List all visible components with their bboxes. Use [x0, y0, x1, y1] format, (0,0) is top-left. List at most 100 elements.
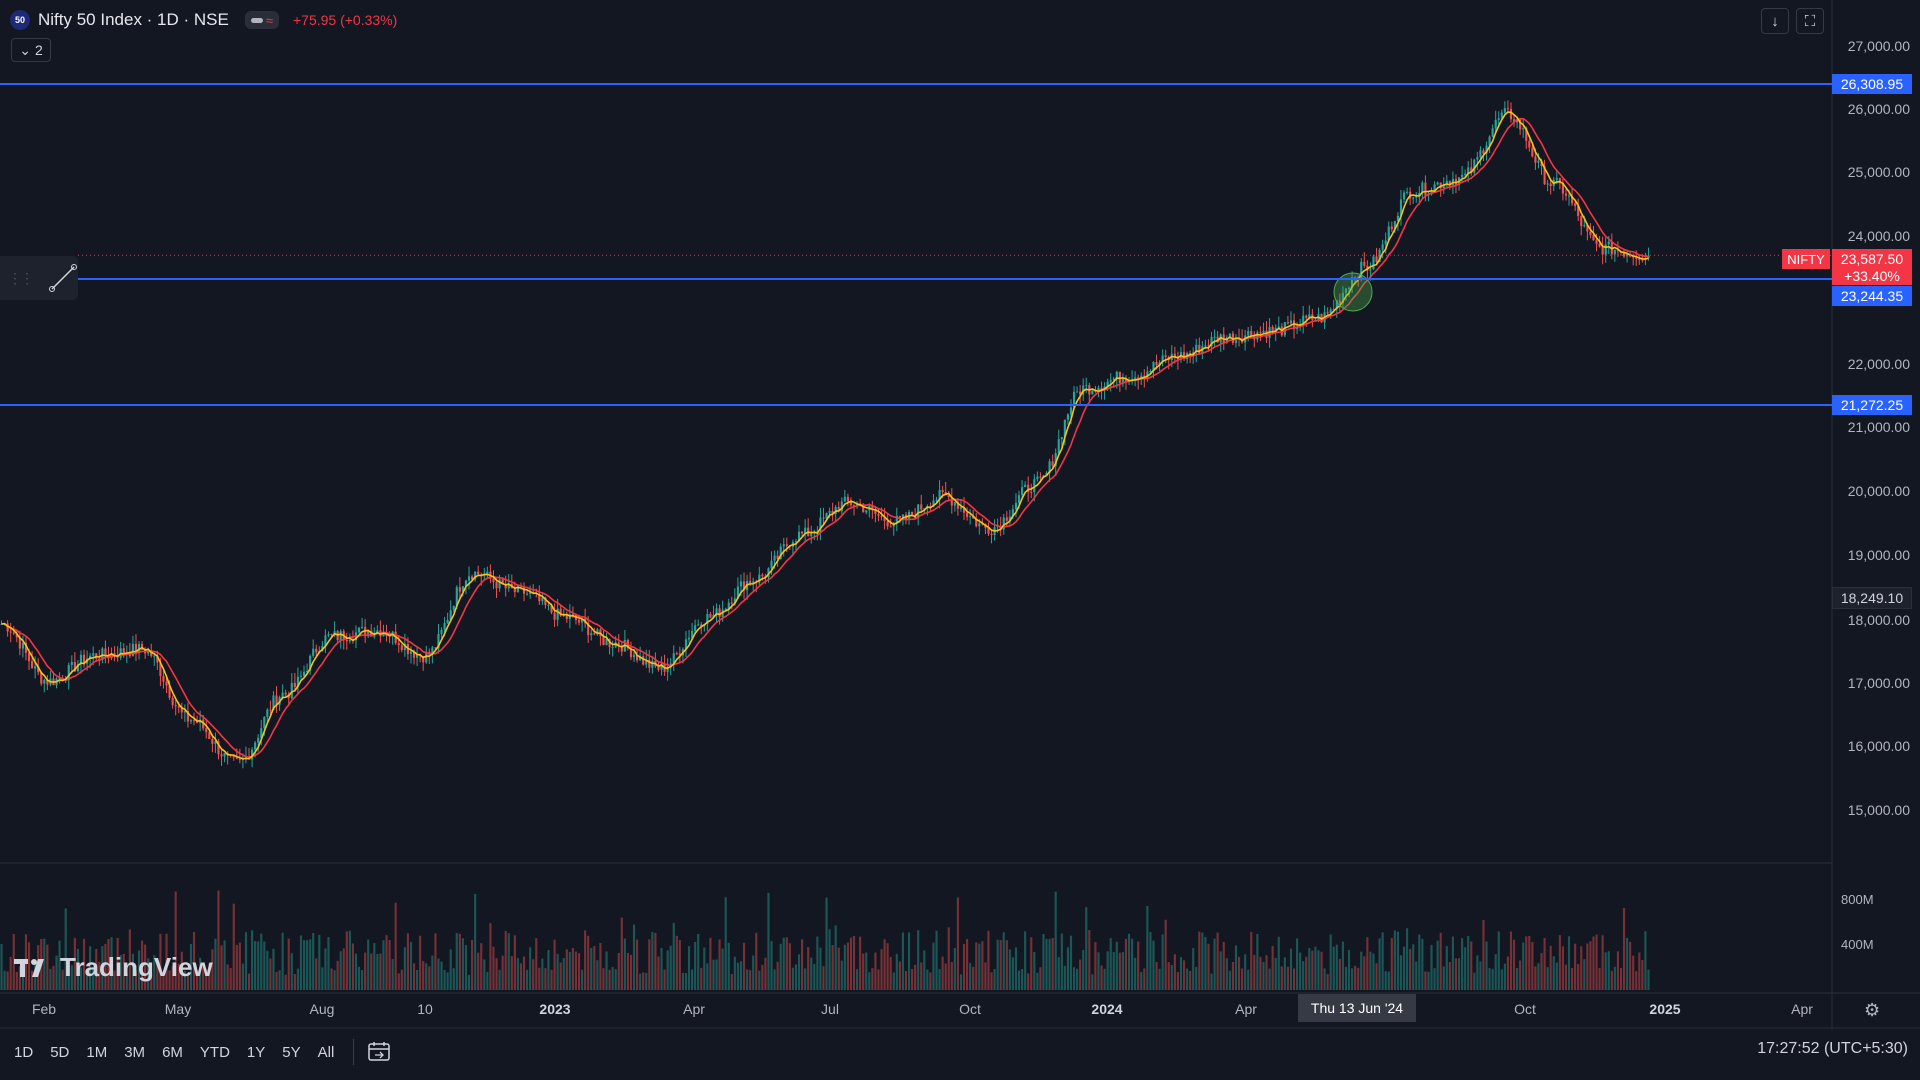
candle-body	[544, 597, 547, 606]
candle-body	[1085, 385, 1088, 387]
candle-body	[403, 643, 406, 651]
candle-body	[189, 720, 193, 722]
volume-bar	[12, 934, 15, 990]
volume-bar	[1476, 955, 1479, 990]
timeframe-button-3m[interactable]: 3M	[124, 1043, 146, 1061]
candle-body	[486, 571, 489, 576]
volume-bar	[944, 963, 947, 990]
candle-body	[235, 757, 238, 759]
horizontal-line-low[interactable]	[0, 404, 1832, 406]
candle-body	[208, 732, 211, 739]
volume-bar	[1412, 944, 1415, 990]
candle-body	[990, 533, 993, 536]
symbol-title[interactable]: Nifty 50 Index · 1D · NSE	[38, 10, 229, 29]
indicators-toggle-button[interactable]: ⌄ 2	[11, 38, 51, 62]
volume-bar	[605, 951, 608, 990]
volume-bar	[9, 956, 12, 990]
volume-bar	[211, 949, 214, 990]
candle-body	[932, 500, 935, 507]
volume-bar	[89, 946, 92, 990]
candle-body	[1638, 258, 1641, 260]
timeframe-button-5d[interactable]: 5D	[50, 1043, 70, 1061]
volume-bar	[1005, 940, 1008, 990]
candle-body	[1421, 182, 1424, 194]
volume-bar	[1384, 971, 1387, 990]
floating-drawing-toolbar[interactable]: ⋮⋮	[0, 256, 78, 300]
candle-body	[434, 647, 437, 649]
volume-bar	[327, 937, 330, 990]
candle-body	[388, 635, 391, 637]
candle-body	[962, 507, 966, 513]
volume-bar	[107, 939, 110, 990]
volume-bar	[406, 933, 409, 990]
candle-body	[1072, 391, 1076, 408]
volume-bar	[1641, 960, 1644, 990]
volume-bar	[785, 937, 788, 990]
candle-body	[651, 660, 654, 668]
volume-bar	[104, 943, 107, 990]
candle-body	[1027, 484, 1030, 492]
candle-body	[886, 521, 889, 527]
candle-body	[1485, 145, 1488, 154]
settings-gear-icon[interactable]: ⚙	[1864, 1000, 1881, 1020]
volume-bar	[431, 955, 434, 990]
volume-bar	[1332, 946, 1335, 990]
volume-bar	[1311, 950, 1314, 990]
candle-body	[782, 544, 785, 547]
timeframe-button-1y[interactable]: 1Y	[246, 1043, 266, 1061]
volume-bar	[489, 923, 492, 990]
indicator-status-pill[interactable]: ≈	[244, 11, 279, 29]
volume-bar	[687, 946, 691, 990]
candle-body	[1100, 387, 1103, 391]
drag-handle-icon[interactable]: ⋮⋮	[8, 269, 34, 286]
trend-line-icon[interactable]	[48, 263, 78, 293]
tradingview-logo[interactable]: TradingView	[14, 952, 213, 983]
volume-bar	[898, 961, 901, 990]
volume-bar	[1072, 967, 1076, 990]
volume-bar	[700, 967, 703, 990]
timeframe-button-ytd[interactable]: YTD	[199, 1043, 230, 1061]
volume-bar	[367, 939, 370, 990]
volume-bar	[920, 962, 923, 990]
volume-bar	[675, 935, 678, 990]
timeframe-button-1m[interactable]: 1M	[86, 1043, 108, 1061]
volume-bar	[739, 961, 743, 990]
timeframe-button-1d[interactable]: 1D	[14, 1043, 34, 1061]
candle-body	[443, 623, 446, 630]
volume-bar	[654, 932, 657, 990]
price-change: +75.95 (+0.33%)	[292, 12, 398, 28]
candle-body	[192, 720, 196, 722]
candle-body	[636, 654, 639, 661]
timeframe-button-all[interactable]: All	[317, 1043, 335, 1061]
volume-bar	[1519, 960, 1522, 990]
timeframe-button-5y[interactable]: 5Y	[282, 1043, 301, 1061]
volume-bar	[1182, 960, 1186, 990]
volume-bar	[1509, 931, 1513, 990]
clock-timezone[interactable]: 17:27:52 (UTC+5:30)	[1757, 1040, 1908, 1057]
volume-bar	[1473, 972, 1476, 990]
volume-bar	[632, 924, 636, 990]
volume-bar	[1271, 945, 1274, 990]
volume-bar	[345, 931, 348, 990]
fullscreen-icon: ⛶	[1804, 12, 1816, 30]
download-button[interactable]: ↓	[1761, 8, 1789, 34]
volume-bar	[113, 970, 116, 990]
horizontal-line-mid[interactable]	[78, 278, 1910, 280]
volume-bar	[1430, 944, 1433, 990]
volume-bar	[779, 943, 782, 990]
timeframe-button-6m[interactable]: 6M	[162, 1043, 183, 1061]
candle-body	[1250, 330, 1253, 336]
candle-body	[1274, 327, 1277, 332]
candle-body	[1369, 269, 1372, 271]
candle-body	[1406, 191, 1409, 193]
candle-body	[727, 602, 730, 609]
volume-bar	[645, 972, 648, 990]
candle-body	[1335, 300, 1338, 310]
fullscreen-button[interactable]: ⛶	[1796, 8, 1824, 34]
volume-bar	[742, 942, 746, 990]
date-range-icon[interactable]	[366, 1040, 392, 1064]
candle-body	[1595, 240, 1598, 244]
horizontal-line-top[interactable]	[0, 83, 1832, 85]
volume-bar	[348, 930, 351, 990]
